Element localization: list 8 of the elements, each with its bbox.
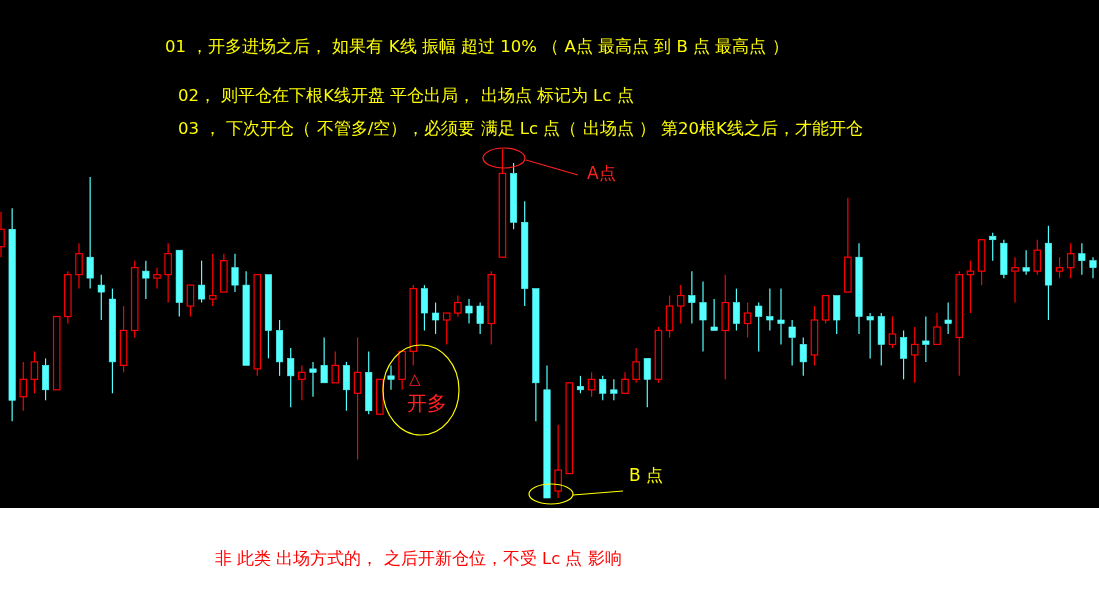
chart-title: 01 ，开多进场之后， 如果有 K线 振幅 超过 10% （ A点 最高点 到 B 点 最高点 ） xyxy=(165,37,789,56)
annotation: B 点 xyxy=(629,465,664,485)
chart-subtitle: 02， 则平仓在下根K线开盘 平仓出局， 出场点 标记为 Lc 点 xyxy=(178,86,634,105)
annotation: 开多 xyxy=(407,391,447,415)
text: 03 ， 下次开仓（ 不管多/空），必须要 满足 Lc 点（ 出场点 ） 第20根K线之后，才能开仓 xyxy=(178,119,863,138)
annotation: A点 xyxy=(587,163,616,183)
annotation: △ xyxy=(409,370,421,388)
text: 非 此类 出场方式的， 之后开新仓位，不受 Lc 点 影响 xyxy=(215,549,622,568)
